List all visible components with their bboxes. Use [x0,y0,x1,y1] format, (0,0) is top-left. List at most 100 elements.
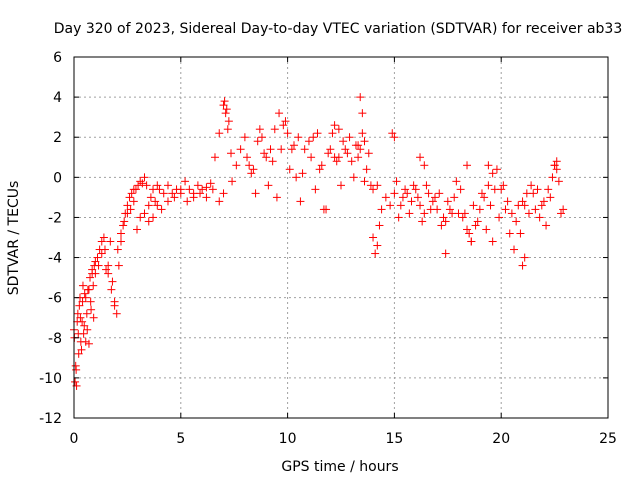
data-point [430,193,439,202]
data-point [189,193,198,202]
data-point [223,125,232,134]
data-point [300,145,309,154]
data-point [243,153,252,162]
data-point [79,329,88,338]
data-point [450,193,459,202]
data-point [439,213,448,222]
data-point [83,325,92,334]
data-point [264,181,273,190]
data-point [260,149,269,158]
data-point [262,153,271,162]
data-point [110,301,119,310]
grid-lines [74,57,608,418]
data-point [420,209,429,218]
data-point [390,133,399,142]
data-point [467,237,476,246]
data-point [78,317,87,326]
data-point [275,109,284,118]
data-point [341,145,350,154]
data-point [477,189,486,198]
data-point [377,205,386,214]
data-point [371,249,380,258]
data-point [149,213,158,222]
data-point [215,129,224,138]
data-point [87,305,96,314]
data-point [426,205,435,214]
data-point [219,101,228,110]
data-point [516,229,525,238]
data-point [358,109,367,118]
y-axis-label: SDTVAR / TECUs [6,181,22,296]
data-point [80,289,89,298]
data-point [76,337,85,346]
data-point [86,297,95,306]
data-point [311,185,320,194]
data-point [298,169,307,178]
data-point [409,181,418,190]
data-point [81,293,90,302]
data-point [163,197,172,206]
data-point [220,97,229,106]
data-point [71,377,80,386]
data-point [424,189,433,198]
data-point [77,345,86,354]
data-point [123,209,132,218]
data-point [91,257,100,266]
data-point [441,249,450,258]
data-point [452,177,461,186]
data-point [80,321,89,330]
chart-title: Day 320 of 2023, Sidereal Day-to-day VTE… [54,21,623,37]
data-point [196,189,205,198]
data-point [405,209,414,218]
data-point [435,189,444,198]
y-tick-label: 2 [53,130,62,146]
data-point [437,221,446,230]
data-point [394,213,403,222]
y-tick-label: 4 [53,90,62,106]
x-tick-label: 20 [492,431,510,447]
data-point [136,177,145,186]
data-point [251,189,260,198]
data-point [490,185,499,194]
data-point [84,339,93,348]
data-point [113,245,122,254]
data-point [428,197,437,206]
data-point [482,225,491,234]
data-point [144,217,153,226]
data-point [552,165,561,174]
data-point [418,217,427,226]
data-points [70,93,568,390]
data-point [381,193,390,202]
data-point [116,229,125,238]
data-point [512,217,521,226]
data-point [181,177,190,186]
data-point [495,213,504,222]
data-point [73,309,82,318]
data-point [140,173,149,182]
data-point [285,165,294,174]
data-point [94,261,103,270]
data-point [290,141,299,150]
data-point [268,157,277,166]
data-point [375,221,384,230]
data-point [89,281,98,290]
data-point [554,177,563,186]
data-point [155,185,164,194]
data-point [153,201,162,210]
data-point [75,301,84,310]
data-point [140,209,149,218]
data-point [557,209,566,218]
data-point [411,185,420,194]
data-point [527,181,536,190]
data-point [488,169,497,178]
data-point [89,313,98,322]
data-point [76,313,85,322]
data-point [416,153,425,162]
data-point [249,165,258,174]
data-point [104,261,113,270]
data-point [463,161,472,170]
data-point [326,145,335,154]
data-point [247,169,256,178]
x-axis-label: GPS time / hours [281,459,398,475]
